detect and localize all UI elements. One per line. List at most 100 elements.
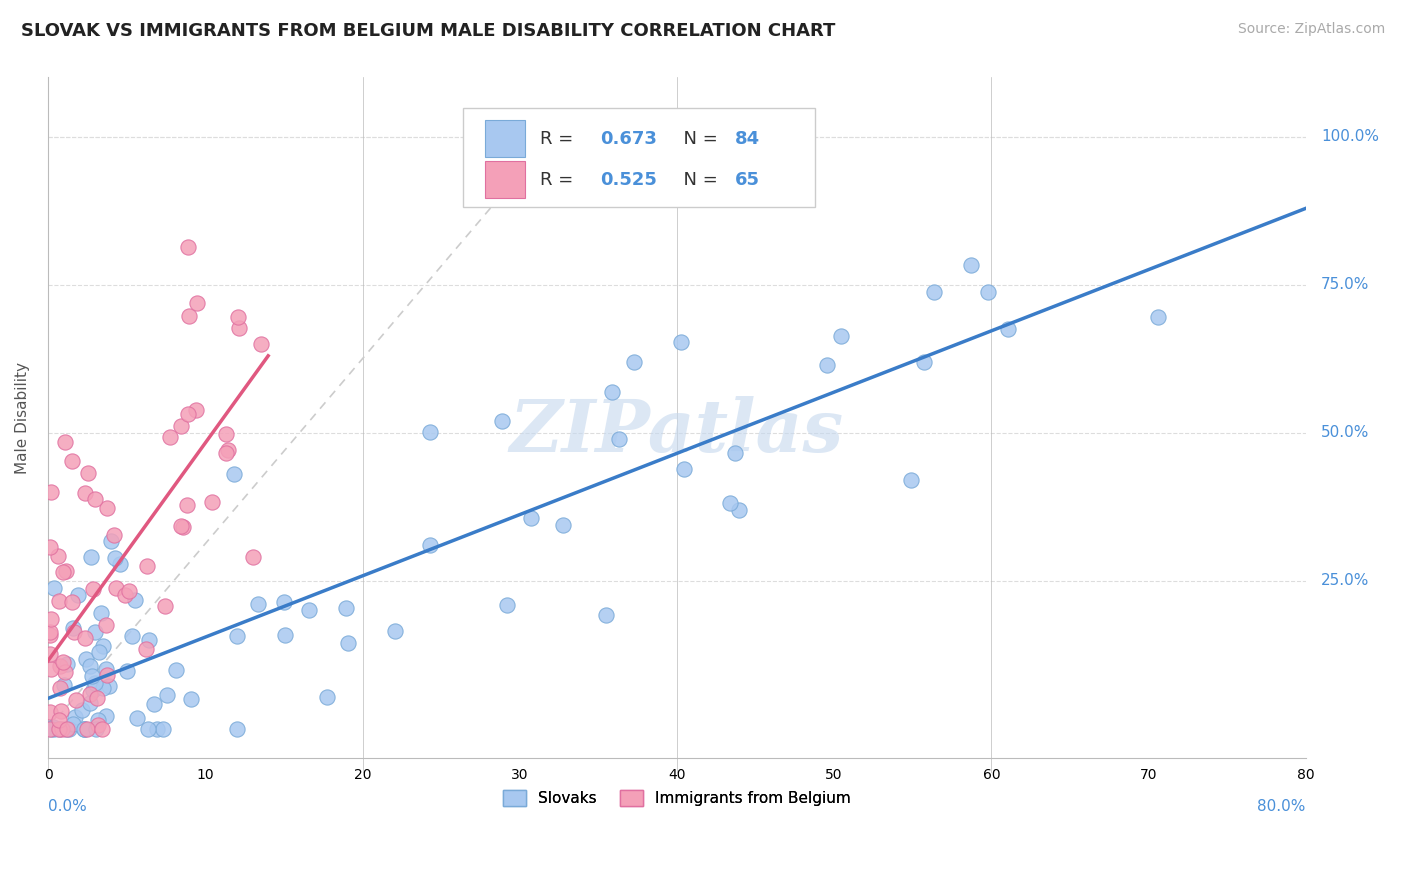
Point	[48, 658, 70, 673]
Point	[152, 722, 174, 736]
Point	[337, 636, 360, 650]
Text: N =: N =	[672, 170, 724, 188]
Point	[115, 664, 138, 678]
Point	[298, 603, 321, 617]
Point	[39, 722, 62, 736]
Point	[48, 722, 70, 736]
Point	[121, 629, 143, 643]
Point	[728, 502, 751, 516]
Point	[247, 597, 270, 611]
Point	[180, 691, 202, 706]
Point	[553, 517, 575, 532]
Point	[75, 652, 97, 666]
Point	[90, 606, 112, 620]
Point	[87, 645, 110, 659]
Point	[912, 355, 935, 369]
Point	[186, 402, 208, 417]
Point	[38, 624, 60, 639]
FancyBboxPatch shape	[485, 120, 524, 158]
Point	[97, 679, 120, 693]
Point	[62, 625, 84, 640]
Point	[226, 722, 249, 736]
Point	[38, 541, 60, 555]
Point	[48, 593, 70, 607]
Point	[79, 687, 101, 701]
Point	[66, 588, 89, 602]
Point	[80, 550, 103, 565]
Point	[79, 696, 101, 710]
Point	[58, 722, 80, 736]
Point	[84, 624, 107, 639]
Text: R =: R =	[540, 129, 579, 148]
Point	[215, 446, 238, 460]
Point	[136, 722, 159, 736]
Point	[91, 722, 114, 736]
Point	[623, 354, 645, 368]
Point	[273, 595, 295, 609]
Point	[72, 703, 94, 717]
Point	[86, 713, 108, 727]
Point	[65, 693, 87, 707]
Point	[96, 708, 118, 723]
Point	[103, 528, 125, 542]
Point	[62, 717, 84, 731]
Point	[55, 665, 77, 680]
Point	[53, 434, 76, 449]
Point	[228, 321, 250, 335]
Point	[80, 669, 103, 683]
Point	[214, 426, 236, 441]
Point	[91, 681, 114, 696]
Text: 0.525: 0.525	[600, 170, 657, 188]
Point	[38, 705, 60, 719]
Y-axis label: Male Disability: Male Disability	[15, 362, 30, 474]
Point	[82, 582, 104, 597]
Point	[595, 608, 617, 623]
Point	[52, 655, 75, 669]
Point	[84, 675, 107, 690]
Point	[922, 285, 945, 299]
Point	[86, 722, 108, 736]
Point	[718, 496, 741, 510]
Text: 0.0%: 0.0%	[48, 799, 87, 814]
Point	[48, 713, 70, 727]
Point	[87, 718, 110, 732]
Point	[172, 519, 194, 533]
Point	[108, 557, 131, 571]
Point	[48, 681, 70, 696]
Point	[56, 657, 79, 671]
Text: 80.0%: 80.0%	[1257, 799, 1306, 814]
Text: 75.0%: 75.0%	[1322, 277, 1369, 293]
Point	[418, 538, 440, 552]
Point	[179, 309, 201, 323]
Point	[960, 258, 983, 272]
FancyBboxPatch shape	[463, 108, 815, 207]
Point	[42, 722, 65, 736]
Point	[76, 722, 98, 736]
Point	[153, 599, 176, 613]
Point	[226, 310, 249, 324]
Point	[77, 466, 100, 480]
Point	[669, 335, 692, 350]
Point	[495, 598, 517, 612]
Point	[384, 624, 406, 638]
Point	[316, 690, 339, 705]
Point	[79, 659, 101, 673]
Point	[96, 662, 118, 676]
Point	[39, 612, 62, 626]
Point	[135, 559, 157, 574]
Text: 84: 84	[735, 129, 761, 148]
Point	[673, 462, 696, 476]
Point	[250, 337, 273, 351]
Point	[60, 595, 83, 609]
Point	[55, 564, 77, 578]
Point	[170, 419, 193, 434]
Point	[86, 690, 108, 705]
Point	[96, 500, 118, 515]
Point	[46, 549, 69, 563]
Point	[73, 722, 96, 736]
Point	[39, 485, 62, 500]
Point	[114, 589, 136, 603]
Point	[165, 663, 187, 677]
Point	[491, 414, 513, 428]
Point	[39, 662, 62, 676]
